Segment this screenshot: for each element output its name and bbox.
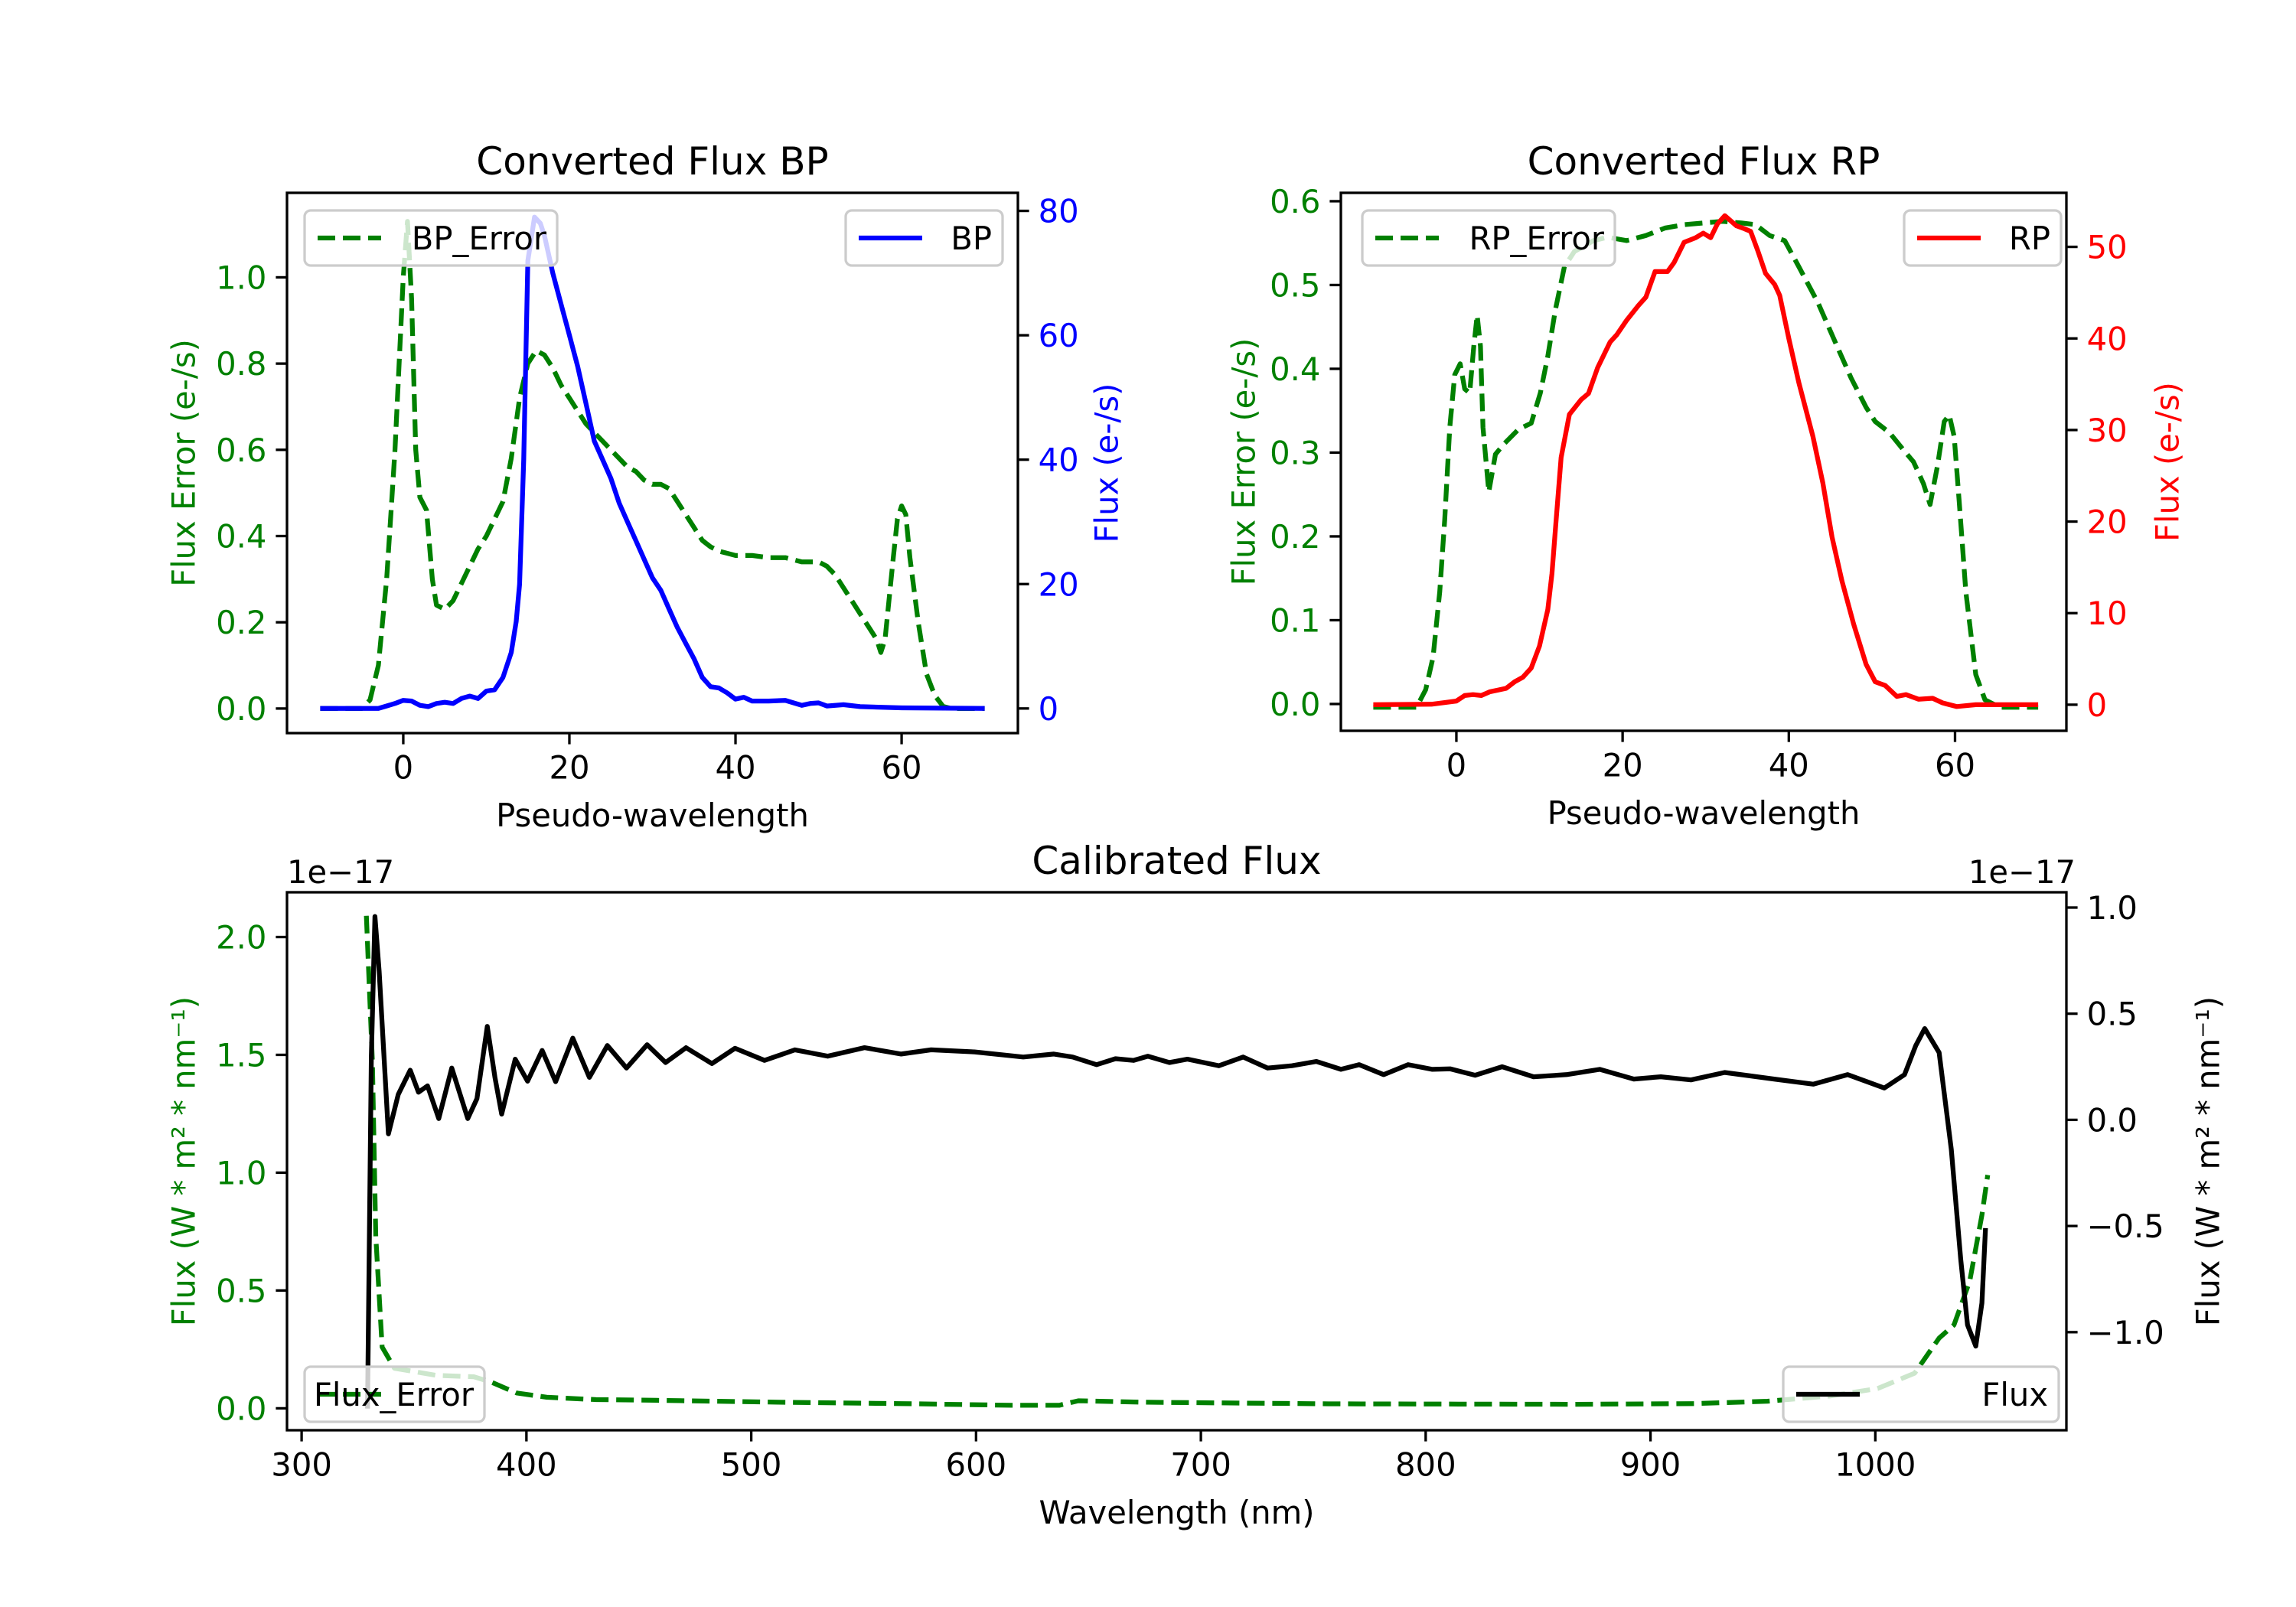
legend-label: Flux_Error	[314, 1376, 475, 1413]
y-right-offset-text: 1e−17	[1968, 853, 2076, 891]
x-tick-label: 900	[1620, 1446, 1681, 1484]
y-left-tick-label: 0.8	[216, 345, 266, 383]
chart-title: Converted Flux RP	[1528, 139, 1880, 184]
axes-frame	[285, 191, 1019, 735]
x-tick-label: 0	[1446, 747, 1467, 784]
y-left-offset-text: 1e−17	[287, 853, 394, 891]
y-left-axis-label: Flux (W * m² * nm⁻¹)	[165, 996, 203, 1326]
x-tick-label: 700	[1170, 1446, 1231, 1484]
y-right-axis-label: Flux (e-/s)	[1088, 383, 1126, 543]
y-right-tick-label: 0	[2087, 686, 2108, 724]
legend-frame	[303, 209, 559, 267]
x-tick-label: 20	[1603, 747, 1643, 784]
y-right-tick-label: 60	[1039, 317, 1079, 354]
plot-area	[1373, 213, 2039, 710]
legend-frame	[844, 209, 1004, 267]
legend-bp-error: BP_Error	[303, 209, 559, 267]
x-axis-label: Pseudo-wavelength	[496, 797, 809, 834]
y-left-tick-label: 0.0	[216, 1390, 266, 1427]
legend-label: BP_Error	[412, 220, 547, 257]
y-right-tick-label: 0.5	[2087, 996, 2138, 1033]
legend-flux: Flux	[1782, 1365, 2060, 1423]
y-left-axis-label: Flux Error (e-/s)	[1225, 338, 1263, 586]
y-right-tick-label: 50	[2087, 229, 2128, 266]
chart-bp: 0 20 40 60 0.0 0.2 0.4 0.6 0.8 1.0 0 20 40 60 80 Conver…	[165, 139, 1126, 834]
y-left-tick-label: 0.4	[216, 518, 266, 556]
y-right-tick-label: 40	[2087, 320, 2128, 357]
axes-frame	[1339, 191, 2068, 732]
y-right-tick-label: −1.0	[2087, 1314, 2164, 1351]
legend-rp-error: RP_Error	[1361, 209, 1616, 267]
series-line-flux	[365, 914, 1988, 1409]
legend-flux-error: Flux_Error	[303, 1365, 486, 1423]
series-line-bp-error	[320, 219, 985, 712]
y-right-tick-label: 20	[2087, 504, 2128, 541]
x-axis-label: Wavelength (nm)	[1039, 1494, 1314, 1531]
x-axis-label: Pseudo-wavelength	[1548, 794, 1861, 832]
chart-rp: 0 20 40 60 0.0 0.1 0.2 0.3 0.4 0.5 0.6 0 10 20 30 40 50 C…	[1225, 139, 2187, 832]
legend-frame	[303, 1365, 486, 1423]
y-left-tick-label: 0.6	[216, 432, 266, 469]
y-right-tick-label: 1.0	[2087, 889, 2138, 927]
charts: 0 20 40 60 0.0 0.2 0.4 0.6 0.8 1.0 0 20 40 60 80 Conver…	[165, 139, 2227, 1531]
chart-calibrated: 300 400 500 600 700 800 900 1000 0.0 0.5 1.0 1.5 2.0…	[165, 839, 2227, 1531]
y-left-tick-label: 0.2	[1270, 518, 1320, 556]
x-tick-label: 500	[721, 1446, 782, 1484]
plot-area	[320, 214, 985, 712]
y-left-tick-label: 0.6	[1270, 183, 1320, 220]
series-line-rp	[1373, 213, 2039, 709]
x-tick-label: 1000	[1835, 1446, 1916, 1484]
series-line-rp-error	[1373, 219, 2039, 710]
legend-label: BP	[951, 220, 992, 257]
legend-frame	[1782, 1365, 2060, 1423]
x-tick-label: 40	[1769, 747, 1809, 784]
y-right-tick-label: 0	[1039, 690, 1059, 728]
x-tick-label: 60	[1935, 747, 1975, 784]
y-right-tick-label: 20	[1039, 566, 1079, 603]
legend-frame	[1361, 209, 1616, 267]
y-left-tick-label: 0.5	[1270, 266, 1320, 304]
y-right-axis-label: Flux (W * m² * nm⁻¹)	[2190, 996, 2227, 1326]
legend-rp: RP	[1903, 209, 2063, 267]
y-left-tick-label: 1.5	[216, 1036, 266, 1074]
chart-title: Calibrated Flux	[1032, 839, 1321, 883]
x-tick-label: 800	[1395, 1446, 1456, 1484]
y-right-tick-label: 10	[2087, 595, 2128, 632]
y-right-tick-label: 30	[2087, 412, 2128, 449]
chart-title: Converted Flux BP	[476, 139, 828, 184]
legend-label: RP	[2009, 220, 2050, 257]
series-line-bp	[320, 214, 985, 711]
y-left-tick-label: 0.0	[1270, 686, 1320, 723]
x-tick-label: 60	[882, 749, 922, 787]
y-left-tick-label: 2.0	[216, 919, 266, 957]
legend-label: Flux	[1981, 1376, 2048, 1413]
y-right-axis-label: Flux (e-/s)	[2149, 382, 2187, 542]
y-left-tick-label: 0.3	[1270, 434, 1320, 471]
y-right-tick-label: −0.5	[2087, 1208, 2164, 1245]
y-right-tick-label: 0.0	[2087, 1101, 2138, 1139]
y-right-tick-label: 40	[1039, 442, 1079, 479]
x-tick-label: 600	[946, 1446, 1007, 1484]
x-tick-label: 0	[393, 749, 414, 787]
y-left-tick-label: 0.0	[216, 690, 266, 728]
x-tick-label: 300	[271, 1446, 332, 1484]
legend-frame	[1903, 209, 2063, 267]
legend-bp: BP	[844, 209, 1004, 267]
y-left-tick-label: 1.0	[216, 259, 266, 296]
y-right-tick-label: 80	[1039, 193, 1079, 230]
axes-frame	[285, 891, 2068, 1432]
y-left-axis-label: Flux Error (e-/s)	[165, 339, 203, 587]
x-tick-label: 20	[549, 749, 589, 787]
x-tick-label: 400	[496, 1446, 557, 1484]
y-left-tick-label: 0.5	[216, 1272, 266, 1309]
y-left-tick-label: 0.2	[216, 604, 266, 641]
x-tick-label: 40	[715, 749, 755, 787]
y-left-tick-label: 0.4	[1270, 350, 1320, 388]
y-left-tick-label: 0.1	[1270, 601, 1320, 639]
y-left-tick-label: 1.0	[216, 1154, 266, 1191]
legend-label: RP_Error	[1469, 220, 1604, 257]
